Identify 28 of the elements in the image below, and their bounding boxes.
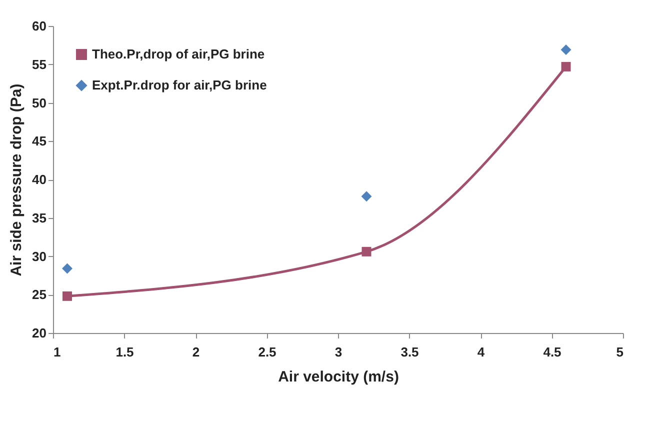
x-tick-label: 1.5 [116, 344, 134, 360]
y-tick-label: 40 [32, 172, 46, 187]
y-tick-label: 20 [32, 326, 46, 340]
x-tick-label: 5 [616, 344, 624, 360]
y-tick-label: 45 [32, 134, 46, 149]
x-tick-label: 2.5 [258, 344, 276, 360]
y-tick-label: 55 [32, 56, 46, 72]
x-tick-label: 1 [54, 344, 61, 360]
y-tick-label: 35 [32, 210, 46, 226]
point [560, 44, 572, 56]
point [362, 246, 372, 256]
y-tick-label: 50 [32, 95, 46, 110]
y-tick-label: 30 [32, 248, 46, 264]
y-tick-label: 25 [32, 287, 46, 302]
y-axis-title: Air side pressure drop (Pa) [8, 84, 26, 276]
point [62, 291, 72, 301]
point [561, 62, 571, 72]
y-tick-label: 60 [32, 18, 46, 34]
x-tick-label: 4 [477, 344, 486, 360]
x-tick-label: 2 [192, 344, 200, 360]
legend-label: Expt.Pr.drop for air,PG brine [92, 78, 267, 92]
x-axis-title: Air velocity (m/s) [278, 368, 399, 386]
x-tick-label: 3.5 [400, 344, 419, 360]
point [62, 263, 72, 274]
x-tick-label: 3 [334, 344, 342, 360]
legend-label: Theo.Pr,drop of air,PG brine [92, 46, 265, 62]
x-tick-label: 4.5 [543, 344, 562, 360]
point [361, 191, 372, 202]
